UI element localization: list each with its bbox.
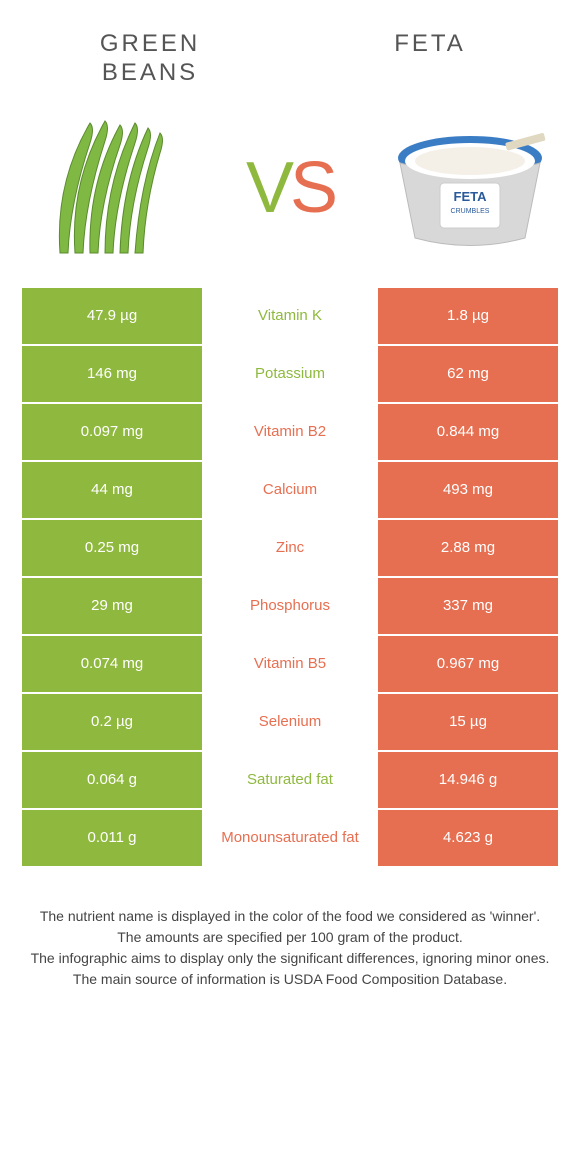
cell-right-value: 15 µg	[378, 694, 558, 750]
cell-right-value: 62 mg	[378, 346, 558, 402]
table-row: 0.064 gSaturated fat14.946 g	[22, 752, 558, 808]
table-row: 0.097 mgVitamin B20.844 mg	[22, 404, 558, 460]
title-left-line2: BEANS	[60, 59, 240, 88]
cell-nutrient-name: Potassium	[202, 346, 378, 402]
footer-line1: The nutrient name is displayed in the co…	[30, 906, 550, 927]
vs-label: VS	[246, 147, 334, 229]
footer-notes: The nutrient name is displayed in the co…	[30, 906, 550, 990]
cell-right-value: 493 mg	[378, 462, 558, 518]
cell-left-value: 0.064 g	[22, 752, 202, 808]
cell-left-value: 29 mg	[22, 578, 202, 634]
cell-nutrient-name: Vitamin B5	[202, 636, 378, 692]
cell-nutrient-name: Vitamin B2	[202, 404, 378, 460]
title-left-line1: GREEN	[60, 30, 240, 59]
table-row: 146 mgPotassium62 mg	[22, 346, 558, 402]
cell-nutrient-name: Phosphorus	[202, 578, 378, 634]
table-row: 29 mgPhosphorus337 mg	[22, 578, 558, 634]
cell-left-value: 0.011 g	[22, 810, 202, 866]
vs-v: V	[246, 148, 290, 228]
table-row: 0.074 mgVitamin B50.967 mg	[22, 636, 558, 692]
header-row: GREEN BEANS FETA	[0, 0, 580, 98]
vs-s: S	[290, 148, 334, 228]
footer-line3: The infographic aims to display only the…	[30, 948, 550, 969]
table-row: 0.011 gMonounsaturated fat4.623 g	[22, 810, 558, 866]
cell-left-value: 47.9 µg	[22, 288, 202, 344]
cell-left-value: 44 mg	[22, 462, 202, 518]
feta-image: FETA CRUMBLES	[390, 108, 550, 268]
cell-right-value: 0.967 mg	[378, 636, 558, 692]
cell-nutrient-name: Zinc	[202, 520, 378, 576]
green-beans-icon	[40, 113, 180, 263]
cell-left-value: 0.097 mg	[22, 404, 202, 460]
svg-text:FETA: FETA	[454, 189, 488, 204]
footer-line2: The amounts are specified per 100 gram o…	[30, 927, 550, 948]
feta-icon: FETA CRUMBLES	[390, 123, 550, 253]
cell-right-value: 1.8 µg	[378, 288, 558, 344]
cell-right-value: 2.88 mg	[378, 520, 558, 576]
cell-left-value: 0.25 mg	[22, 520, 202, 576]
cell-left-value: 146 mg	[22, 346, 202, 402]
title-right: FETA	[340, 30, 520, 59]
cell-right-value: 337 mg	[378, 578, 558, 634]
footer-line4: The main source of information is USDA F…	[30, 969, 550, 990]
cell-nutrient-name: Selenium	[202, 694, 378, 750]
food-title-left: GREEN BEANS	[60, 30, 240, 88]
table-row: 0.25 mgZinc2.88 mg	[22, 520, 558, 576]
cell-nutrient-name: Calcium	[202, 462, 378, 518]
cell-nutrient-name: Saturated fat	[202, 752, 378, 808]
comparison-table: 47.9 µgVitamin K1.8 µg146 mgPotassium62 …	[22, 288, 558, 866]
cell-right-value: 0.844 mg	[378, 404, 558, 460]
cell-nutrient-name: Monounsaturated fat	[202, 810, 378, 866]
cell-left-value: 0.074 mg	[22, 636, 202, 692]
svg-text:CRUMBLES: CRUMBLES	[451, 208, 490, 215]
food-title-right: FETA	[340, 30, 520, 88]
green-beans-image	[30, 108, 190, 268]
table-row: 0.2 µgSelenium15 µg	[22, 694, 558, 750]
cell-nutrient-name: Vitamin K	[202, 288, 378, 344]
table-row: 44 mgCalcium493 mg	[22, 462, 558, 518]
table-row: 47.9 µgVitamin K1.8 µg	[22, 288, 558, 344]
cell-left-value: 0.2 µg	[22, 694, 202, 750]
cell-right-value: 4.623 g	[378, 810, 558, 866]
cell-right-value: 14.946 g	[378, 752, 558, 808]
images-row: VS FETA CRUMBLES	[0, 98, 580, 288]
